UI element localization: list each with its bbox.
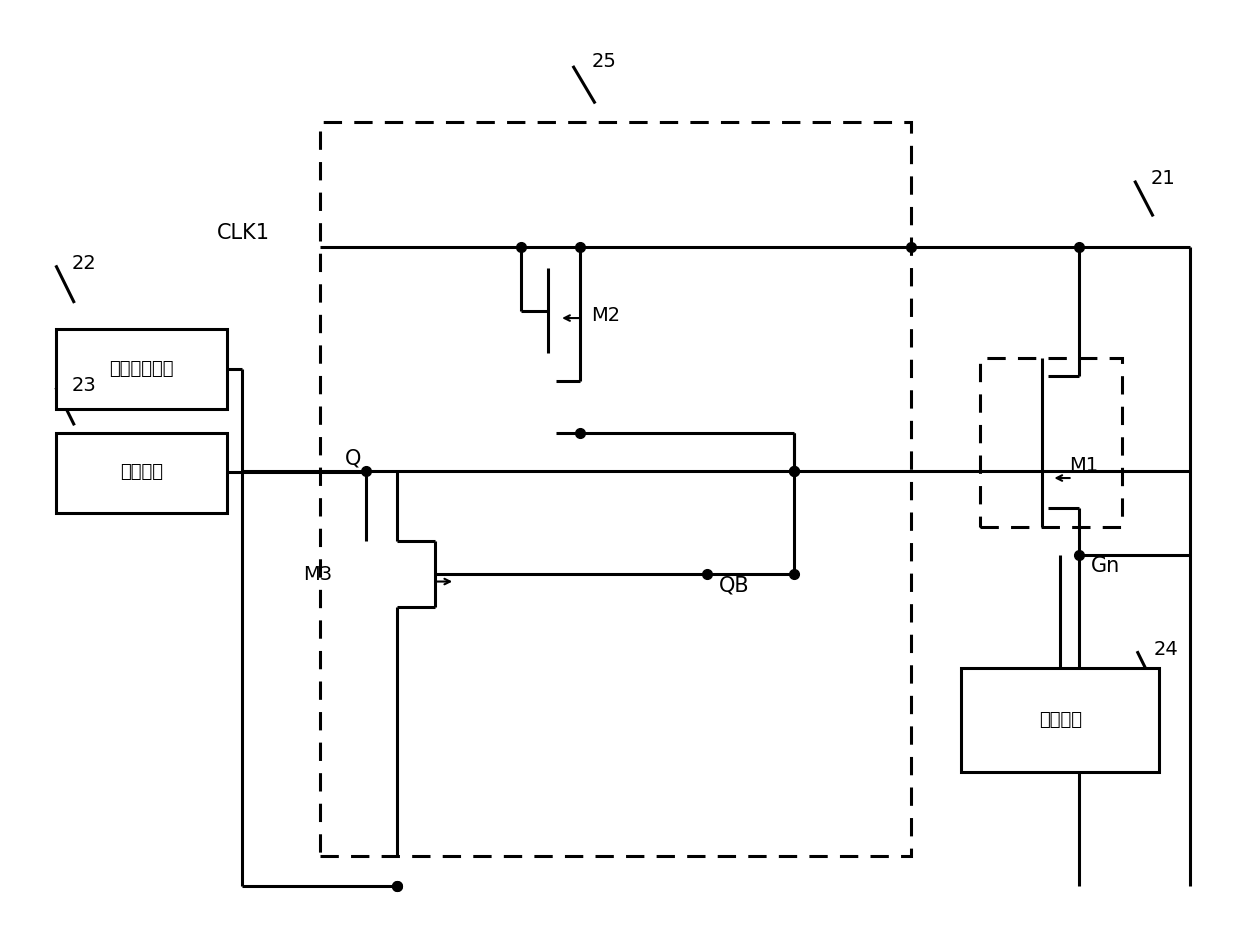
Text: M2: M2 (591, 306, 620, 325)
Text: 21: 21 (1151, 169, 1176, 188)
Text: 23: 23 (72, 376, 97, 395)
Bar (56, 329, 227, 409)
Text: QB: QB (719, 575, 750, 596)
Text: M3: M3 (304, 565, 332, 583)
Text: Q: Q (345, 448, 361, 469)
Bar (961, 668, 1159, 772)
Text: 25: 25 (591, 52, 616, 71)
Text: M1: M1 (1069, 456, 1097, 475)
Bar (56, 433, 227, 513)
Text: CLK1: CLK1 (217, 223, 270, 244)
Text: 复位模块: 复位模块 (120, 463, 162, 482)
Text: 下拉模块: 下拉模块 (1039, 710, 1081, 729)
Text: Gn: Gn (1091, 556, 1121, 577)
Text: 24: 24 (1153, 640, 1178, 659)
Text: 22: 22 (72, 254, 97, 273)
Text: 上拉驱动模块: 上拉驱动模块 (109, 359, 174, 378)
